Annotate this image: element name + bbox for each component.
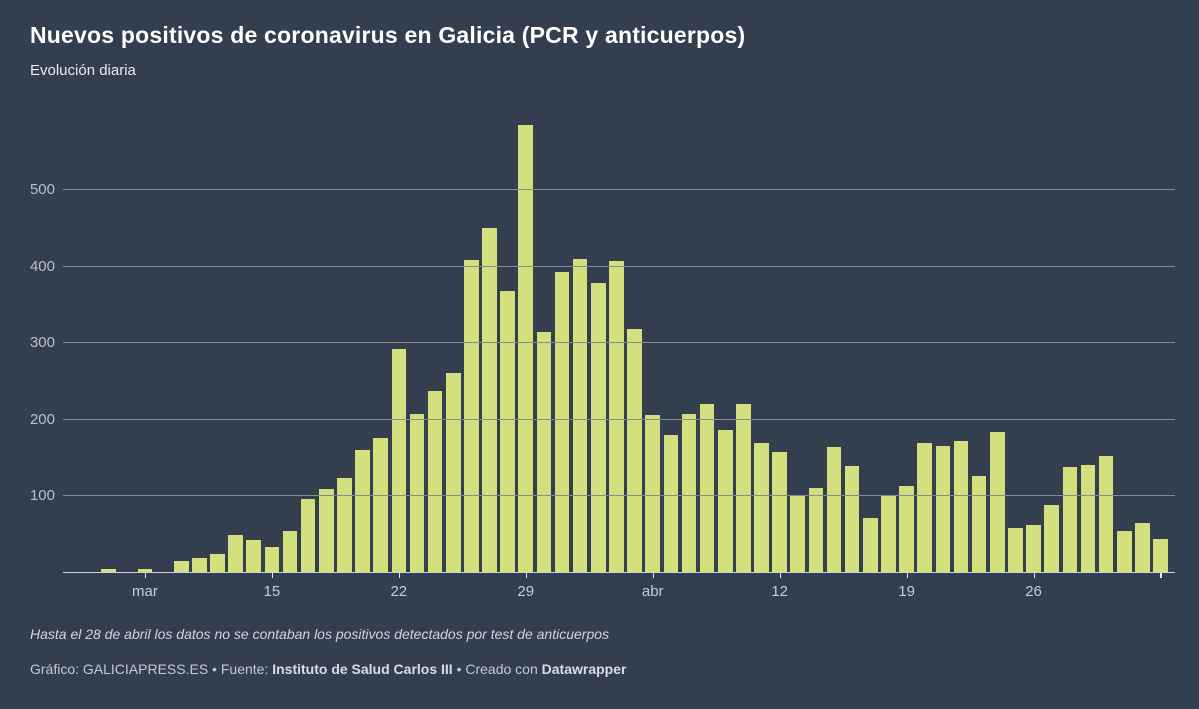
bar	[318, 488, 334, 572]
x-axis-label: abr	[641, 583, 664, 600]
bar	[572, 258, 588, 572]
bar	[536, 331, 552, 572]
bar	[427, 391, 443, 572]
credit-tool: Datawrapper	[541, 661, 627, 677]
chart-subtitle: Evolución diaria	[30, 62, 136, 79]
x-axis-label: 29	[517, 583, 535, 600]
y-gridline	[63, 418, 1175, 420]
y-gridline	[63, 495, 1175, 497]
chart-credit-line: Gráfico: GALICIAPRESS.ES • Fuente: Insti…	[30, 661, 626, 677]
chart-title: Nuevos positivos de coronavirus en Galic…	[30, 22, 746, 48]
x-axis-label: 19	[898, 583, 915, 600]
bar	[808, 487, 824, 572]
bar	[736, 403, 751, 572]
y-axis-label: 300	[29, 334, 55, 352]
bar	[1008, 527, 1023, 572]
x-axis-tick	[144, 573, 147, 578]
bar	[627, 328, 642, 572]
bar	[1080, 464, 1096, 572]
x-axis-tick	[1033, 573, 1036, 578]
bar	[935, 446, 951, 572]
x-axis-label: 26	[1025, 583, 1042, 600]
bar	[554, 271, 570, 572]
bar	[355, 450, 370, 572]
bar	[917, 443, 933, 572]
bar	[1098, 456, 1114, 572]
bar	[1044, 504, 1059, 572]
bar	[881, 496, 896, 572]
bar	[772, 451, 787, 572]
bar	[899, 486, 914, 572]
bar	[826, 447, 842, 572]
y-axis-label: 500	[29, 181, 55, 199]
x-axis-tick	[779, 573, 782, 578]
bar	[391, 348, 407, 572]
y-axis-label: 200	[29, 410, 55, 428]
credit-prefix: Gráfico: GALICIAPRESS.ES • Fuente:	[30, 661, 273, 677]
bar	[518, 125, 534, 572]
bar	[1062, 467, 1078, 572]
bar	[228, 535, 243, 572]
bar	[591, 283, 606, 572]
bar	[844, 465, 860, 572]
bar	[863, 518, 878, 572]
bar	[464, 259, 479, 572]
chart-footnote: Hasta el 28 de abril los datos no se con…	[30, 626, 610, 642]
bar	[645, 415, 660, 572]
credit-source: Instituto de Salud Carlos III	[272, 661, 453, 677]
x-axis-line	[63, 572, 1175, 573]
y-axis-label: 400	[29, 257, 55, 275]
bar	[953, 441, 969, 572]
bar	[989, 431, 1005, 572]
bar	[337, 477, 352, 572]
bar	[300, 499, 316, 572]
y-axis-label: 100	[29, 487, 55, 505]
credit-middle: • Creado con	[452, 661, 542, 677]
bar	[173, 560, 189, 572]
bar	[210, 553, 225, 572]
bar	[101, 568, 116, 572]
bar	[1026, 525, 1041, 572]
bar	[373, 438, 388, 572]
bar	[500, 291, 515, 572]
bar	[681, 414, 697, 572]
bar	[246, 539, 262, 572]
bar	[717, 429, 733, 572]
bar	[282, 531, 298, 572]
bar	[1153, 539, 1168, 572]
bar	[754, 443, 769, 572]
x-axis-tick	[271, 573, 274, 578]
x-axis-tick	[398, 573, 401, 578]
x-axis-label: mar	[132, 583, 158, 600]
x-axis-label: 22	[390, 583, 408, 600]
bar	[699, 404, 715, 572]
x-axis-label: 15	[263, 583, 281, 600]
y-gridline	[63, 342, 1175, 344]
bar	[663, 434, 679, 572]
bar	[445, 372, 461, 572]
bar	[192, 558, 207, 572]
bar	[1135, 523, 1150, 572]
y-gridline	[63, 265, 1175, 267]
x-axis-label: 12	[771, 583, 788, 600]
bar	[482, 227, 497, 572]
bar	[264, 546, 280, 572]
bar	[790, 494, 806, 572]
x-axis-tick	[525, 573, 528, 578]
x-axis-tick	[906, 573, 909, 578]
x-axis-tick	[652, 573, 655, 578]
x-axis-tick	[1160, 573, 1162, 578]
bar	[609, 261, 624, 572]
bar	[971, 475, 987, 572]
bar	[409, 414, 425, 572]
bar	[1116, 530, 1132, 572]
bar	[137, 568, 153, 572]
y-gridline	[63, 189, 1175, 191]
